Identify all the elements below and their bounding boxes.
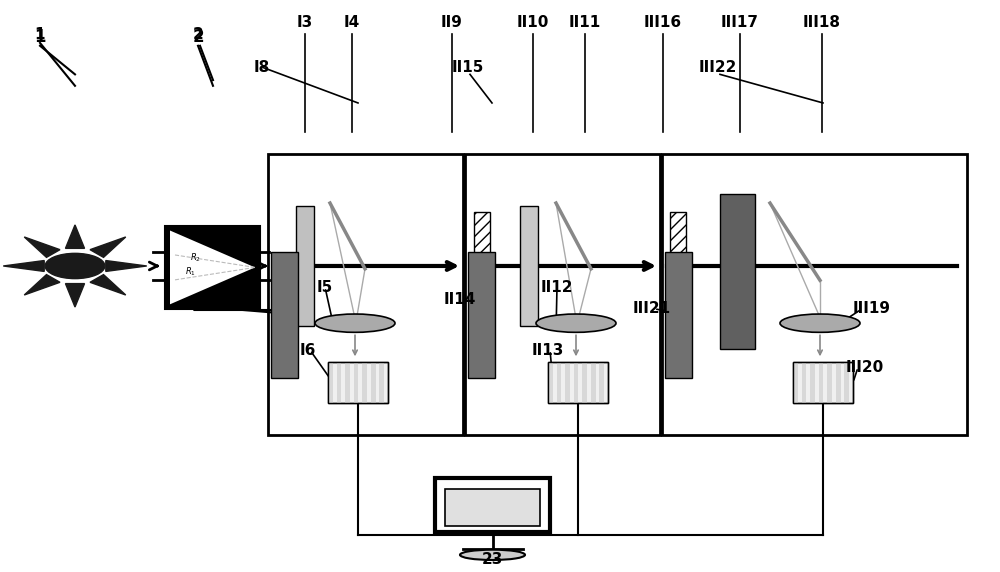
Bar <box>445 489 540 526</box>
Text: II14: II14 <box>444 292 476 307</box>
Bar <box>345 362 350 403</box>
Text: 23: 23 <box>481 552 503 567</box>
Text: III18: III18 <box>803 15 841 30</box>
Bar <box>520 206 538 326</box>
Bar <box>548 362 608 403</box>
Polygon shape <box>90 237 126 257</box>
Bar <box>474 212 490 320</box>
Text: I4: I4 <box>344 15 360 30</box>
Bar <box>793 362 798 403</box>
Polygon shape <box>24 275 60 295</box>
Bar <box>337 362 341 403</box>
Bar <box>379 362 384 403</box>
Bar <box>670 212 686 320</box>
Polygon shape <box>65 284 85 307</box>
Bar <box>468 252 495 378</box>
Text: II13: II13 <box>532 343 564 358</box>
Text: II12: II12 <box>541 280 573 295</box>
Bar <box>802 362 806 403</box>
Bar <box>836 362 841 403</box>
Text: I5: I5 <box>317 280 333 295</box>
Text: III17: III17 <box>721 15 759 30</box>
Bar <box>271 252 298 378</box>
Polygon shape <box>3 260 44 272</box>
Text: 1: 1 <box>35 27 45 42</box>
Text: I7: I7 <box>192 299 208 314</box>
Text: III16: III16 <box>644 15 682 30</box>
Ellipse shape <box>780 314 860 332</box>
Bar <box>819 362 823 403</box>
Polygon shape <box>170 231 255 304</box>
Bar <box>557 362 561 403</box>
Bar <box>662 154 967 435</box>
Text: $R_1$: $R_1$ <box>185 266 195 279</box>
Text: I8: I8 <box>254 60 270 75</box>
Bar <box>362 362 367 403</box>
Bar <box>328 362 388 403</box>
Bar <box>599 362 604 403</box>
Polygon shape <box>24 237 60 257</box>
Text: III21: III21 <box>633 301 671 316</box>
Text: I6: I6 <box>300 343 316 358</box>
Bar <box>296 206 314 326</box>
Bar <box>720 194 755 349</box>
Bar <box>268 154 463 435</box>
Text: $R_2$: $R_2$ <box>190 252 200 264</box>
Ellipse shape <box>315 314 395 332</box>
Bar <box>565 362 570 403</box>
Polygon shape <box>106 260 147 272</box>
Bar <box>793 362 853 403</box>
Bar <box>810 362 815 403</box>
Bar <box>371 362 376 403</box>
Bar <box>435 478 550 532</box>
Text: II10: II10 <box>517 15 549 30</box>
Text: II15: II15 <box>452 60 484 75</box>
Bar <box>465 154 660 435</box>
Bar <box>582 362 587 403</box>
Text: III22: III22 <box>699 60 737 75</box>
Ellipse shape <box>536 314 616 332</box>
Bar <box>574 362 578 403</box>
Polygon shape <box>90 275 126 295</box>
Text: 2: 2 <box>192 28 204 46</box>
Bar <box>827 362 832 403</box>
Bar <box>328 362 388 403</box>
Polygon shape <box>65 225 85 248</box>
Bar <box>793 362 853 403</box>
Bar <box>165 226 260 309</box>
Bar <box>548 362 553 403</box>
Bar <box>665 252 692 378</box>
Text: II11: II11 <box>569 15 601 30</box>
Text: 2: 2 <box>193 27 203 42</box>
Bar <box>591 362 596 403</box>
Text: II9: II9 <box>441 15 463 30</box>
Bar <box>844 362 849 403</box>
Ellipse shape <box>45 253 105 279</box>
Text: 1: 1 <box>34 28 46 46</box>
Ellipse shape <box>460 550 525 560</box>
Bar <box>548 362 608 403</box>
Text: III20: III20 <box>846 360 884 375</box>
Text: I3: I3 <box>297 15 313 30</box>
Text: III19: III19 <box>853 301 891 316</box>
Bar <box>354 362 358 403</box>
Bar <box>328 362 333 403</box>
